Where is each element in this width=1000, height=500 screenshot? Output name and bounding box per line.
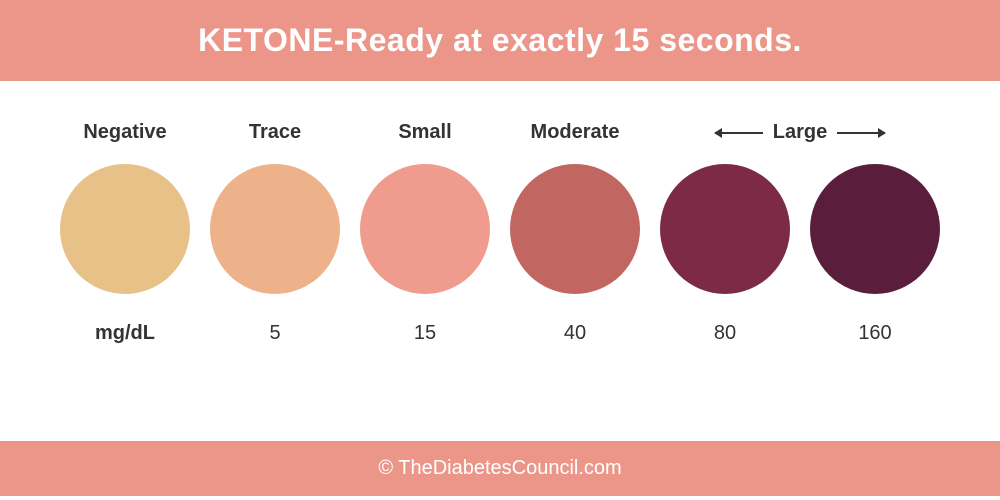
label-cell: Small bbox=[350, 121, 500, 144]
arrow-right-icon bbox=[837, 132, 885, 134]
header-title: KETONE-Ready at exactly 15 seconds. bbox=[0, 22, 1000, 59]
value-cell: 5 bbox=[200, 322, 350, 345]
swatch-cell bbox=[800, 164, 950, 294]
label-cell: Negative bbox=[50, 121, 200, 144]
swatch-cell bbox=[200, 164, 350, 294]
value-small: 15 bbox=[414, 322, 436, 345]
header-bar: KETONE-Ready at exactly 15 seconds. bbox=[0, 0, 1000, 81]
value-cell: 160 bbox=[800, 322, 950, 345]
color-swatch-small bbox=[360, 164, 490, 294]
value-cell: 40 bbox=[500, 322, 650, 345]
value-cell: 80 bbox=[650, 322, 800, 345]
arrow-left-icon bbox=[715, 132, 763, 134]
color-swatch-negative bbox=[60, 164, 190, 294]
value-moderate: 40 bbox=[564, 322, 586, 345]
swatch-cell bbox=[350, 164, 500, 294]
level-label-large: Large bbox=[773, 121, 827, 144]
footer-bar: © TheDiabetesCouncil.com bbox=[0, 441, 1000, 496]
level-label-small: Small bbox=[398, 121, 451, 144]
swatch-cell bbox=[500, 164, 650, 294]
labels-row: Negative Trace Small Moderate Large bbox=[50, 121, 950, 144]
color-swatch-moderate bbox=[510, 164, 640, 294]
value-large-1: 80 bbox=[714, 322, 736, 345]
level-label-trace: Trace bbox=[249, 121, 301, 144]
color-swatch-trace bbox=[210, 164, 340, 294]
value-large-2: 160 bbox=[858, 322, 891, 345]
swatch-cell bbox=[50, 164, 200, 294]
label-cell: Moderate bbox=[500, 121, 650, 144]
footer-credit: © TheDiabetesCouncil.com bbox=[0, 457, 1000, 480]
level-label-moderate: Moderate bbox=[531, 121, 620, 144]
value-cell: 15 bbox=[350, 322, 500, 345]
color-swatch-large-2 bbox=[810, 164, 940, 294]
unit-label: mg/dL bbox=[95, 322, 155, 345]
swatch-cell bbox=[650, 164, 800, 294]
large-range-indicator: Large bbox=[715, 121, 885, 144]
value-trace: 5 bbox=[269, 322, 280, 345]
level-label-negative: Negative bbox=[83, 121, 166, 144]
value-cell: mg/dL bbox=[50, 322, 200, 345]
color-swatch-large-1 bbox=[660, 164, 790, 294]
label-cell-large: Large bbox=[650, 121, 950, 144]
circles-row bbox=[50, 164, 950, 294]
values-row: mg/dL 5 15 40 80 160 bbox=[50, 322, 950, 345]
ketone-color-chart: Negative Trace Small Moderate Large bbox=[0, 81, 1000, 441]
label-cell: Trace bbox=[200, 121, 350, 144]
